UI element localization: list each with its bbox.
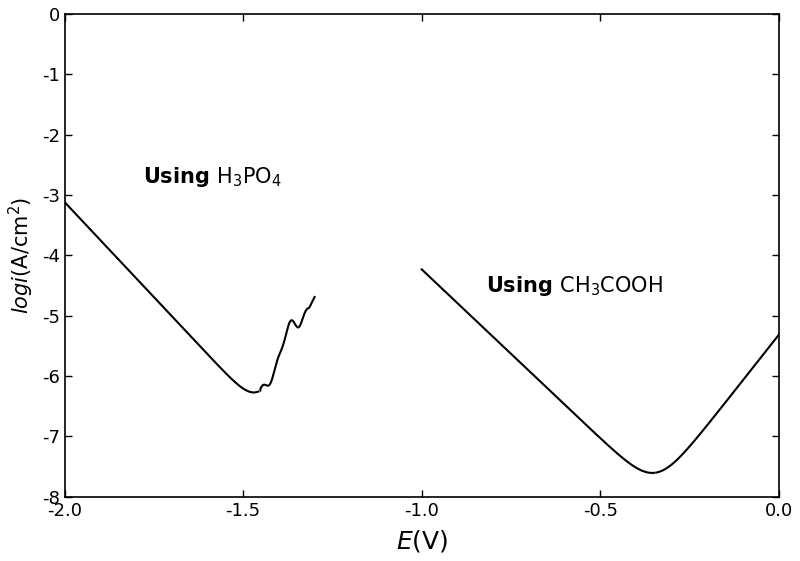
Text: Using $\mathrm{H_3PO_4}$: Using $\mathrm{H_3PO_4}$ xyxy=(143,165,282,189)
Text: Using $\mathrm{CH_3COOH}$: Using $\mathrm{CH_3COOH}$ xyxy=(486,274,663,297)
X-axis label: $\mathit{E}$(V): $\mathit{E}$(V) xyxy=(396,528,448,554)
Y-axis label: $\mathit{log}$$\mathit{i}$(A/cm$^2$): $\mathit{log}$$\mathit{i}$(A/cm$^2$) xyxy=(7,197,36,314)
